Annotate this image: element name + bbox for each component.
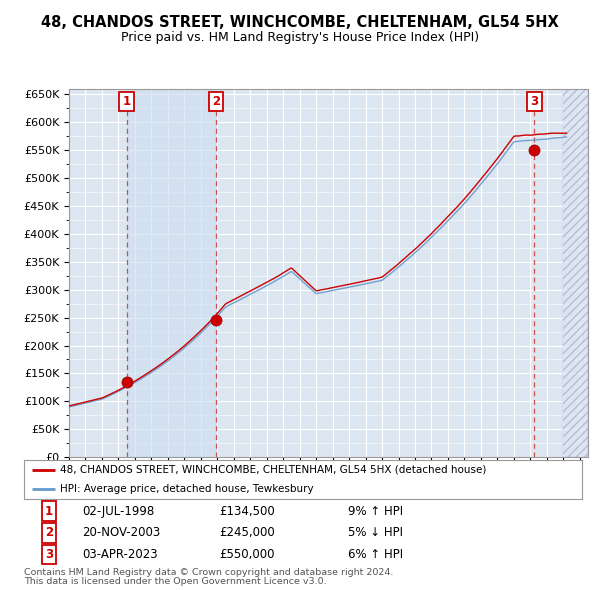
Text: 02-JUL-1998: 02-JUL-1998 xyxy=(83,504,155,517)
Text: HPI: Average price, detached house, Tewkesbury: HPI: Average price, detached house, Tewk… xyxy=(60,484,314,494)
Text: 1: 1 xyxy=(122,95,131,108)
Text: 6% ↑ HPI: 6% ↑ HPI xyxy=(347,548,403,561)
Text: 20-NOV-2003: 20-NOV-2003 xyxy=(83,526,161,539)
Text: 3: 3 xyxy=(45,548,53,561)
Text: 2: 2 xyxy=(45,526,53,539)
Text: 1: 1 xyxy=(45,504,53,517)
Text: 03-APR-2023: 03-APR-2023 xyxy=(83,548,158,561)
Bar xyxy=(563,88,588,457)
Text: This data is licensed under the Open Government Licence v3.0.: This data is licensed under the Open Gov… xyxy=(24,577,326,586)
Text: £245,000: £245,000 xyxy=(220,526,275,539)
Text: 9% ↑ HPI: 9% ↑ HPI xyxy=(347,504,403,517)
Bar xyxy=(535,88,588,457)
Text: £550,000: £550,000 xyxy=(220,548,275,561)
Text: £134,500: £134,500 xyxy=(220,504,275,517)
Text: 5% ↓ HPI: 5% ↓ HPI xyxy=(347,526,403,539)
Text: 48, CHANDOS STREET, WINCHCOMBE, CHELTENHAM, GL54 5HX (detached house): 48, CHANDOS STREET, WINCHCOMBE, CHELTENH… xyxy=(60,465,487,475)
Text: Price paid vs. HM Land Registry's House Price Index (HPI): Price paid vs. HM Land Registry's House … xyxy=(121,31,479,44)
Text: Contains HM Land Registry data © Crown copyright and database right 2024.: Contains HM Land Registry data © Crown c… xyxy=(24,568,394,576)
Text: 48, CHANDOS STREET, WINCHCOMBE, CHELTENHAM, GL54 5HX: 48, CHANDOS STREET, WINCHCOMBE, CHELTENH… xyxy=(41,15,559,30)
Text: 3: 3 xyxy=(530,95,539,108)
Bar xyxy=(127,88,216,457)
Text: 2: 2 xyxy=(212,95,220,108)
